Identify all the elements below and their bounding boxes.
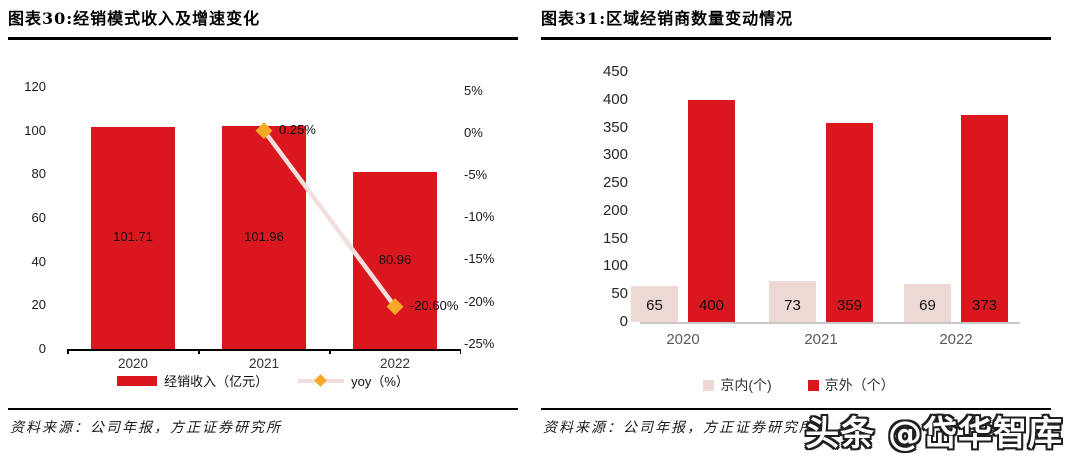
axis-tick-label: 250	[602, 174, 628, 192]
yoy-marker-icon	[386, 298, 404, 316]
axis-tick-label: 450	[602, 63, 628, 80]
bar	[769, 281, 816, 322]
yoy-point-label: 0.25%	[279, 121, 316, 137]
legend-item: 经销收入（亿元）	[117, 371, 268, 390]
axis-tick-label: 150	[602, 229, 628, 247]
figure-30-panel: 图表30:经销模式收入及增速变化 120 100 80 60 40 20 0 5% 0% -5% -…	[8, 0, 518, 466]
axis-tick-label: 100	[24, 122, 46, 138]
bar-label: 80.96	[378, 251, 412, 267]
bar	[826, 122, 873, 322]
legend-item: 京内(个)	[703, 375, 772, 395]
bar	[631, 285, 678, 322]
legend-label: 京内(个)	[720, 377, 772, 393]
axis-tick-label: -10%	[464, 209, 495, 225]
distributor-count-chart: 450 400 350 300 250 200 150 100 50 0 65 73 69 400 359 3…	[541, 60, 1057, 405]
axis-tick-label: 50	[611, 285, 628, 303]
legend-item: 京外（个）	[807, 375, 895, 395]
yoy-point-label: -20.60%	[410, 297, 459, 313]
title-divider	[541, 37, 1051, 40]
source-note: 资料来源：公司年报，方正证券研究所	[10, 420, 282, 436]
axis-tick-label: 300	[602, 146, 628, 164]
axis-tick-label: 0%	[464, 124, 483, 140]
figure-30-title: 图表30:经销模式收入及增速变化	[8, 9, 261, 28]
category-label: 2022	[379, 356, 411, 371]
bar-label: 373	[971, 297, 998, 314]
axis-tick-label: 120	[24, 79, 46, 94]
legend-label: yoy（%）	[351, 374, 409, 389]
bar	[688, 99, 735, 322]
legend-swatch	[703, 379, 715, 391]
axis-tick-label: -5%	[464, 167, 488, 182]
legend-swatch	[807, 379, 819, 391]
legend-label: 经销收入（亿元）	[164, 374, 269, 389]
category-label: 2022	[939, 331, 973, 348]
bar	[961, 114, 1008, 322]
bar-label: 73	[784, 297, 801, 314]
bar-label: 400	[698, 297, 725, 314]
axis-tick-label: 0	[38, 341, 46, 356]
bar-label: 69	[919, 297, 936, 314]
bar	[353, 172, 437, 349]
x-axis-tick	[198, 349, 200, 354]
axis-tick-label: -15%	[464, 251, 495, 267]
source-divider	[8, 408, 518, 410]
bar-label: 101.96	[244, 228, 284, 244]
x-axis-tick	[459, 349, 461, 354]
axis-tick-label: 60	[31, 210, 46, 225]
axis-tick-label: 40	[31, 253, 46, 269]
category-label: 2020	[666, 331, 700, 348]
axis-tick-label: 350	[602, 118, 628, 136]
figure-31-panel: 图表31:区域经销商数量变动情况 450 400 350 300 250 200 150 10…	[541, 0, 1051, 466]
bar	[222, 126, 306, 349]
legend-line-swatch	[298, 374, 345, 387]
bar-label: 101.71	[113, 228, 153, 244]
watermark: 头条 @岱华智库	[805, 414, 1063, 454]
axis-tick-label: 20	[31, 297, 46, 313]
axis-tick-label: 0	[619, 313, 628, 330]
bar-label: 65	[646, 297, 663, 314]
x-axis-line	[67, 349, 461, 351]
bar	[91, 126, 175, 349]
source-note: 资料来源：公司年报，方正证券研究所	[543, 420, 815, 436]
axis-tick-label: -25%	[464, 335, 495, 351]
axis-tick-label: 400	[602, 90, 628, 108]
legend-item: yoy（%）	[298, 371, 409, 390]
x-axis-tick	[67, 349, 69, 354]
x-axis-line	[640, 322, 1020, 324]
legend-marker-icon	[314, 374, 327, 387]
category-label: 2020	[117, 356, 149, 371]
legend: 经销收入（亿元） yoy（%）	[8, 371, 518, 390]
figure-31-title: 图表31:区域经销商数量变动情况	[541, 9, 794, 28]
axis-tick-label: 80	[31, 166, 46, 182]
legend-label: 京外（个）	[824, 377, 895, 393]
category-label: 2021	[248, 356, 280, 371]
x-axis-tick	[329, 349, 331, 354]
axis-tick-label: 100	[602, 257, 628, 275]
axis-tick-label: 200	[602, 201, 628, 219]
category-label: 2021	[804, 331, 838, 348]
yoy-line	[255, 122, 404, 316]
legend-bar-swatch	[117, 375, 158, 386]
source-divider	[541, 408, 1051, 410]
axis-tick-label: 5%	[464, 82, 483, 98]
title-divider	[8, 37, 518, 40]
revenue-yoy-chart: 120 100 80 60 40 20 0 5% 0% -5% -10% -15% -20% -25% 10…	[8, 60, 518, 405]
bar-label: 359	[836, 297, 863, 314]
bar	[904, 283, 951, 322]
legend: 京内(个) 京外（个）	[541, 375, 1057, 395]
axis-tick-label: -20%	[464, 293, 495, 309]
